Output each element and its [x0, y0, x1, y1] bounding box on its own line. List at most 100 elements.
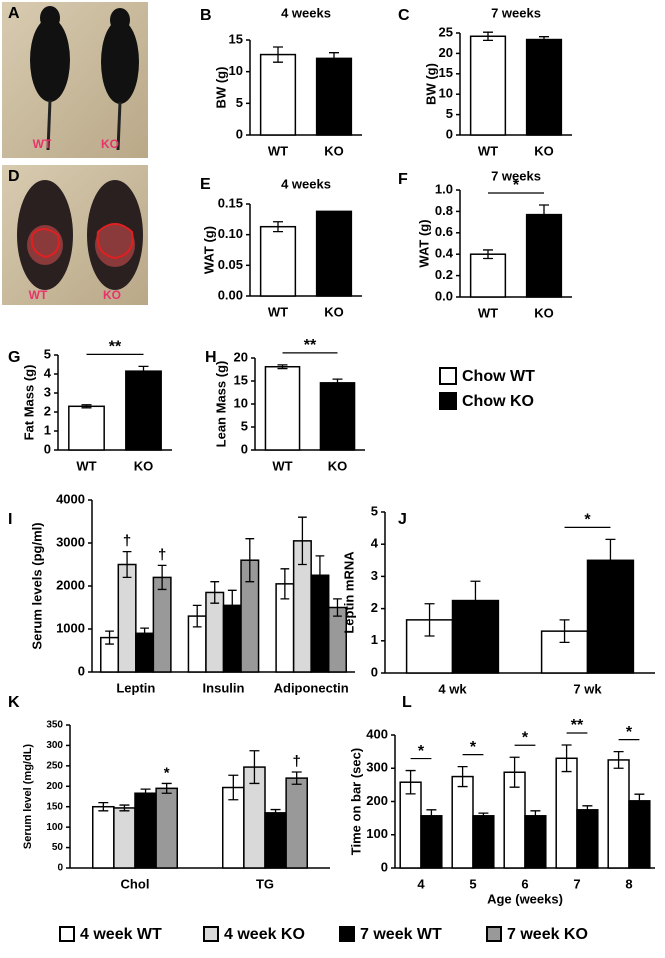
- error-bar: [161, 782, 172, 794]
- y-axis-label: Time on bar (sec): [348, 748, 363, 855]
- legend-swatch: [203, 926, 219, 942]
- legend-label: 7 week KO: [507, 926, 588, 943]
- y-tick-label: 5: [446, 106, 453, 121]
- bar: [285, 777, 308, 869]
- x-axis-label: Age (weeks): [487, 891, 563, 906]
- x-tick-label: 5: [469, 876, 476, 891]
- y-tick-label: 0.00: [218, 287, 243, 302]
- x-tick-label: TG: [256, 876, 274, 891]
- y-tick-label: 20: [439, 45, 453, 60]
- error-bar: [227, 589, 237, 622]
- error-bar: [470, 580, 481, 621]
- y-tick-label: 350: [46, 720, 63, 731]
- y-axis-label: BW (g): [423, 63, 438, 105]
- error-bar: [426, 809, 437, 823]
- bar: [420, 815, 443, 869]
- x-tick-label: Insulin: [203, 680, 245, 695]
- error-bar: [457, 765, 468, 788]
- bar: [92, 805, 115, 869]
- bar: [264, 812, 287, 869]
- y-tick-label: 1: [44, 422, 51, 437]
- y-tick-label: 400: [366, 726, 388, 741]
- y-tick-label: 0.4: [435, 246, 454, 261]
- photo-label: KO: [101, 137, 119, 151]
- y-tick-label: 0.05: [218, 257, 243, 272]
- error-bar: [634, 793, 645, 809]
- bar: [469, 253, 507, 298]
- error-bar: [138, 365, 149, 377]
- error-bar: [315, 555, 325, 596]
- x-tick-label: WT: [76, 458, 96, 473]
- error-bar: [157, 564, 167, 591]
- x-tick-label: WT: [272, 458, 292, 473]
- y-tick-label: 0: [371, 664, 378, 679]
- bar: [405, 619, 454, 674]
- y-tick-label: 200: [46, 781, 63, 792]
- annotation: †: [293, 753, 301, 770]
- significance-label: *: [418, 743, 425, 760]
- y-tick-label: 0: [44, 441, 51, 456]
- error-bar: [277, 364, 288, 370]
- x-tick-label: KO: [324, 143, 344, 158]
- error-bar: [405, 769, 416, 795]
- x-tick-label: WT: [478, 305, 498, 320]
- x-tick-label: WT: [268, 143, 288, 158]
- bar: [319, 382, 356, 451]
- error-bar: [424, 603, 435, 637]
- bar: [607, 759, 630, 869]
- bar: [259, 225, 297, 297]
- bar: [525, 38, 563, 136]
- panel-letter: I: [8, 511, 12, 528]
- error-bar: [245, 538, 255, 583]
- error-bar: [98, 801, 109, 812]
- bar: [576, 809, 599, 869]
- legend-swatch: [439, 392, 457, 410]
- error-bar: [559, 619, 570, 644]
- error-bar: [81, 404, 92, 409]
- y-tick-label: 0.2: [435, 267, 453, 282]
- y-tick-label: 10: [234, 395, 248, 410]
- error-bar: [273, 221, 283, 233]
- y-tick-label: 15: [439, 65, 453, 80]
- error-bar: [210, 581, 220, 604]
- x-tick-label: 7 wk: [573, 681, 602, 696]
- photo-d: D WT KO: [2, 165, 148, 305]
- panel-letter: D: [8, 168, 20, 185]
- bar: [399, 781, 422, 869]
- bar: [469, 35, 507, 136]
- y-tick-label: 250: [46, 760, 63, 771]
- legend-swatch: [486, 926, 502, 942]
- panel-letter: A: [8, 5, 20, 22]
- legend-swatch: [59, 926, 75, 942]
- error-bar: [298, 516, 307, 566]
- y-tick-label: 15: [229, 31, 243, 46]
- error-bar: [270, 808, 281, 817]
- significance-label: **: [109, 339, 122, 356]
- error-bar: [122, 550, 132, 579]
- y-tick-label: 0.6: [435, 224, 453, 239]
- error-bar: [613, 750, 624, 769]
- bar: [134, 792, 157, 869]
- x-tick-label: 7: [573, 876, 580, 891]
- bar: [315, 210, 353, 297]
- significance-label: *: [584, 512, 591, 529]
- bar: [152, 576, 172, 673]
- x-tick-label: 4: [417, 876, 425, 891]
- x-tick-label: KO: [324, 304, 344, 319]
- y-tick-label: 0: [78, 663, 85, 678]
- chart-title: 7 weeks: [491, 168, 541, 183]
- y-axis-label: WAT (g): [416, 219, 431, 267]
- x-tick-label: KO: [534, 305, 554, 320]
- y-tick-label: 4: [371, 536, 379, 551]
- y-tick-label: 0: [446, 126, 453, 141]
- panel-letter: E: [200, 176, 211, 193]
- panel-letter: L: [402, 694, 412, 711]
- error-bar: [483, 31, 493, 41]
- y-tick-label: 2: [371, 600, 378, 615]
- x-tick-label: KO: [134, 458, 154, 473]
- bar: [68, 405, 105, 451]
- y-tick-label: 5: [44, 346, 51, 361]
- significance-label: *: [522, 729, 529, 746]
- y-axis-label: BW (g): [213, 67, 228, 109]
- annotation: *: [164, 764, 170, 781]
